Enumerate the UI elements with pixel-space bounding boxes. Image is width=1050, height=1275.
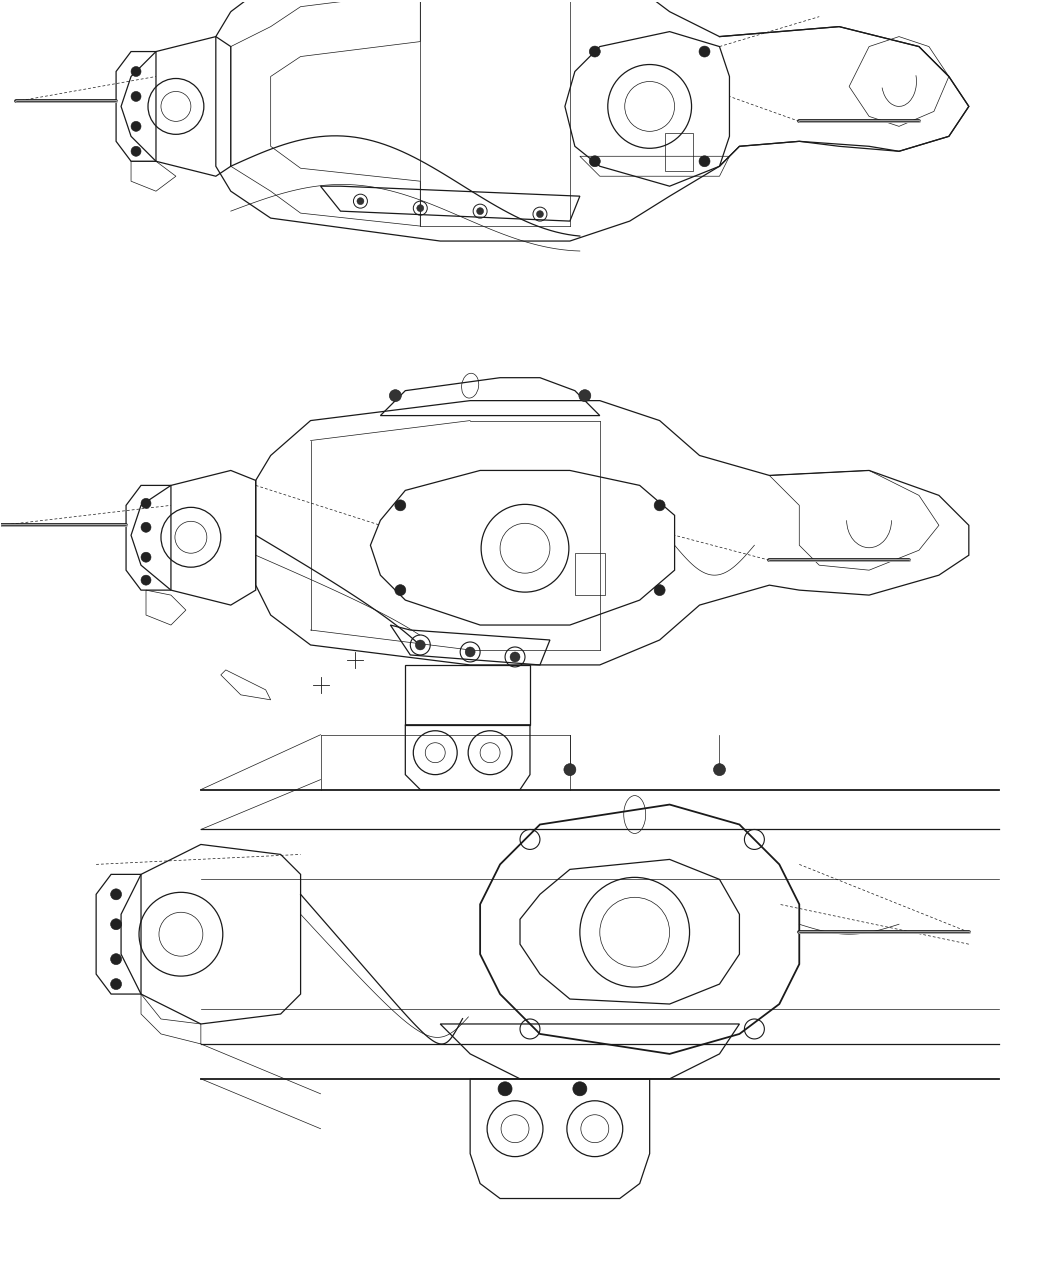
Circle shape [395, 500, 405, 511]
Bar [574, 553, 605, 595]
Circle shape [141, 499, 151, 509]
Circle shape [654, 500, 665, 511]
Circle shape [357, 198, 364, 205]
Circle shape [141, 523, 151, 532]
Circle shape [699, 46, 710, 57]
Circle shape [589, 46, 601, 57]
Circle shape [465, 646, 476, 657]
Circle shape [654, 585, 665, 595]
Circle shape [131, 92, 141, 102]
Circle shape [141, 575, 151, 585]
Circle shape [564, 764, 575, 775]
Circle shape [141, 552, 151, 562]
Circle shape [390, 390, 401, 402]
Circle shape [131, 121, 141, 131]
Circle shape [417, 205, 424, 212]
Circle shape [477, 208, 484, 214]
Circle shape [579, 390, 591, 402]
Circle shape [131, 147, 141, 157]
Circle shape [110, 889, 122, 900]
Circle shape [110, 954, 122, 965]
Circle shape [714, 764, 726, 775]
Circle shape [589, 156, 601, 167]
Circle shape [395, 585, 405, 595]
Circle shape [699, 156, 710, 167]
Circle shape [573, 1081, 587, 1095]
Circle shape [131, 66, 141, 76]
Bar [665, 134, 693, 171]
Circle shape [110, 979, 122, 989]
Circle shape [537, 210, 544, 218]
Circle shape [510, 652, 520, 662]
Circle shape [416, 640, 425, 650]
Circle shape [110, 919, 122, 929]
Circle shape [498, 1081, 512, 1095]
